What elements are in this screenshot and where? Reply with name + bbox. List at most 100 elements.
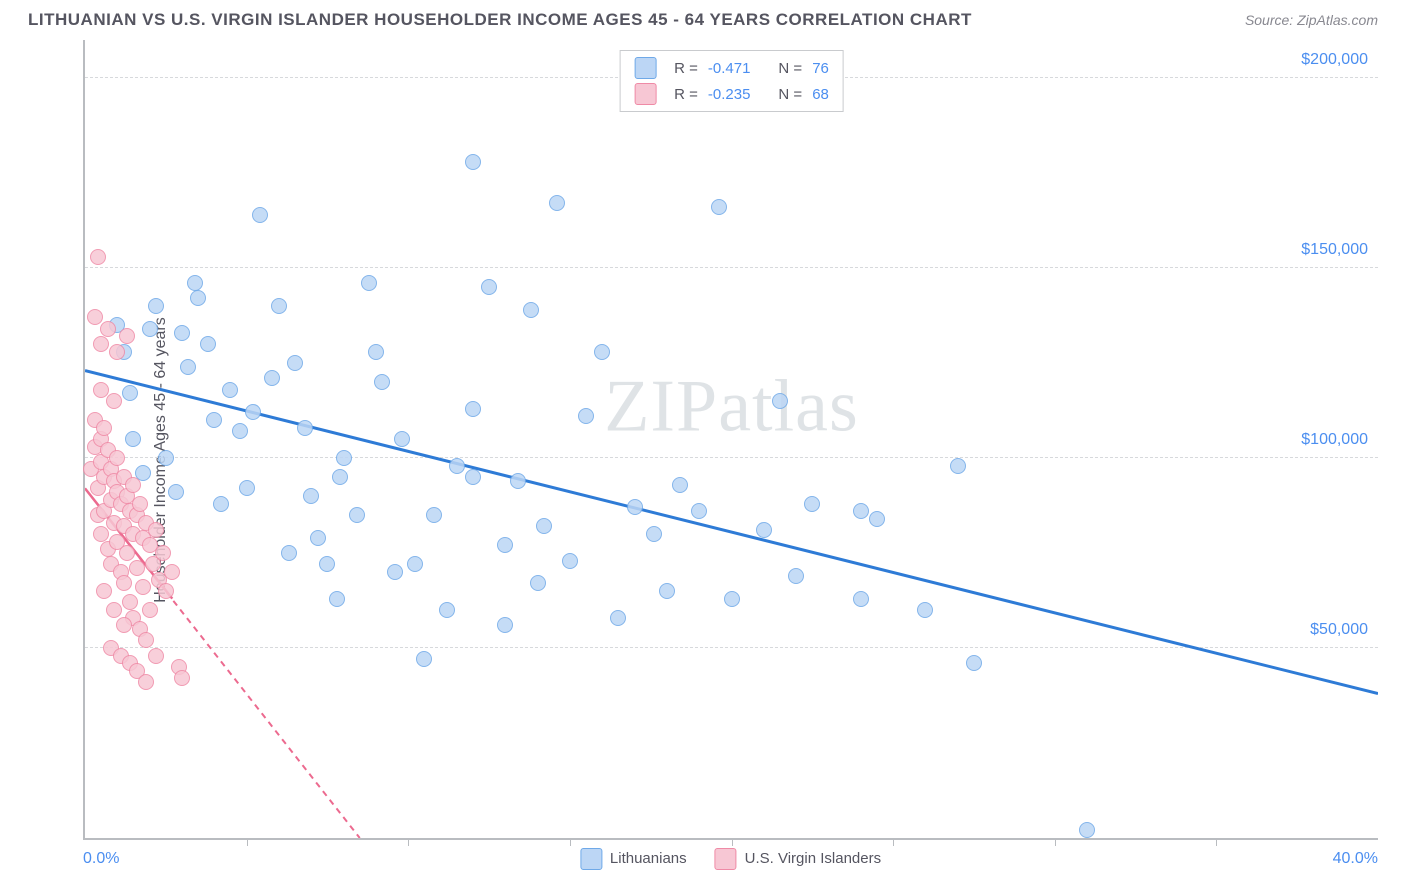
data-point: [187, 275, 203, 291]
data-point: [804, 496, 820, 512]
data-point: [129, 560, 145, 576]
data-point: [142, 321, 158, 337]
data-point: [174, 325, 190, 341]
data-point: [465, 469, 481, 485]
data-point: [950, 458, 966, 474]
data-point: [659, 583, 675, 599]
data-point: [106, 602, 122, 618]
data-point: [142, 602, 158, 618]
data-point: [319, 556, 335, 572]
data-point: [213, 496, 229, 512]
data-point: [426, 507, 442, 523]
data-point: [711, 199, 727, 215]
data-point: [310, 530, 326, 546]
y-tick-label: $200,000: [1301, 51, 1368, 69]
data-point: [119, 545, 135, 561]
data-point: [148, 298, 164, 314]
legend-label: U.S. Virgin Islanders: [745, 850, 881, 867]
data-point: [122, 594, 138, 610]
data-point: [497, 537, 513, 553]
data-point: [853, 503, 869, 519]
data-point: [122, 385, 138, 401]
x-axis-max: 40.0%: [1333, 850, 1378, 868]
data-point: [138, 674, 154, 690]
data-point: [239, 480, 255, 496]
data-point: [562, 553, 578, 569]
data-point: [536, 518, 552, 534]
data-point: [93, 526, 109, 542]
source-label: Source: ZipAtlas.com: [1245, 12, 1378, 28]
data-point: [368, 344, 384, 360]
data-point: [610, 610, 626, 626]
legend-swatch: [634, 57, 656, 79]
legend-swatch: [634, 83, 656, 105]
legend-item: U.S. Virgin Islanders: [715, 848, 881, 870]
data-point: [96, 583, 112, 599]
data-point: [374, 374, 390, 390]
data-point: [96, 420, 112, 436]
data-point: [407, 556, 423, 572]
data-point: [119, 328, 135, 344]
data-point: [510, 473, 526, 489]
data-point: [132, 496, 148, 512]
data-point: [332, 469, 348, 485]
data-point: [100, 321, 116, 337]
data-point: [148, 648, 164, 664]
r-label: R =: [674, 86, 698, 103]
legend-swatch: [580, 848, 602, 870]
data-point: [481, 279, 497, 295]
data-point: [155, 545, 171, 561]
data-point: [138, 632, 154, 648]
n-value: 68: [812, 86, 829, 103]
data-point: [264, 370, 280, 386]
stats-legend-row: R =-0.471N =76: [634, 55, 829, 81]
data-point: [523, 302, 539, 318]
data-point: [627, 499, 643, 515]
legend-label: Lithuanians: [610, 850, 687, 867]
data-point: [200, 336, 216, 352]
r-value: -0.471: [708, 60, 751, 77]
data-point: [135, 579, 151, 595]
data-point: [329, 591, 345, 607]
chart-area: Householder Income Ages 45 - 64 years ZI…: [28, 40, 1378, 880]
data-point: [174, 670, 190, 686]
data-point: [549, 195, 565, 211]
data-point: [387, 564, 403, 580]
data-point: [724, 591, 740, 607]
data-point: [222, 382, 238, 398]
y-tick-label: $50,000: [1310, 621, 1368, 639]
data-point: [168, 484, 184, 500]
series-legend: Lithuanians U.S. Virgin Islanders: [580, 848, 881, 870]
data-point: [966, 655, 982, 671]
data-point: [164, 564, 180, 580]
data-point: [109, 344, 125, 360]
data-point: [917, 602, 933, 618]
data-point: [281, 545, 297, 561]
gridline: [85, 647, 1378, 648]
data-point: [158, 450, 174, 466]
x-axis-min: 0.0%: [83, 850, 119, 868]
legend-swatch: [715, 848, 737, 870]
data-point: [449, 458, 465, 474]
trend-lines: [85, 40, 1378, 838]
data-point: [245, 404, 261, 420]
y-tick-label: $100,000: [1301, 431, 1368, 449]
stats-legend: R =-0.471N =76R =-0.235N =68: [619, 50, 844, 112]
data-point: [578, 408, 594, 424]
data-point: [361, 275, 377, 291]
data-point: [439, 602, 455, 618]
data-point: [788, 568, 804, 584]
data-point: [594, 344, 610, 360]
data-point: [303, 488, 319, 504]
plot-region: ZIPatlas R =-0.471N =76R =-0.235N =68 $5…: [83, 40, 1378, 840]
data-point: [180, 359, 196, 375]
gridline: [85, 267, 1378, 268]
data-point: [691, 503, 707, 519]
data-point: [465, 154, 481, 170]
n-label: N =: [778, 60, 802, 77]
data-point: [465, 401, 481, 417]
data-point: [772, 393, 788, 409]
data-point: [497, 617, 513, 633]
chart-title: LITHUANIAN VS U.S. VIRGIN ISLANDER HOUSE…: [28, 10, 972, 30]
data-point: [206, 412, 222, 428]
